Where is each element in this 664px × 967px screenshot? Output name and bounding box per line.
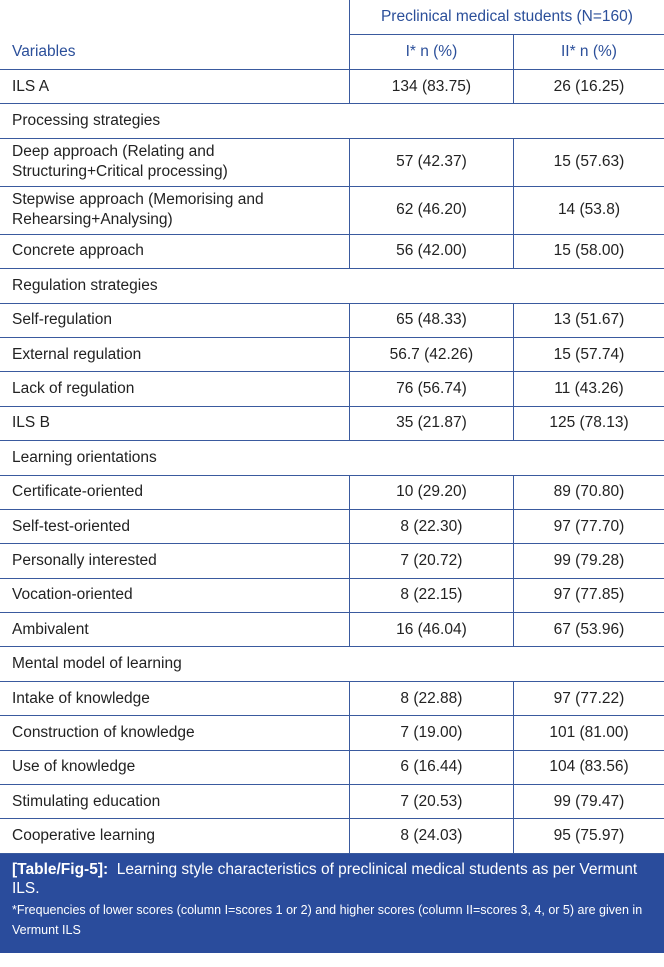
cell-col-i: 76 (56.74) — [348, 371, 514, 407]
table-row: Concrete approach 56 (42.00) 15 (58.00) — [0, 233, 664, 270]
table-row: Personally interested 7 (20.72) 99 (79.28) — [0, 543, 664, 579]
table-row: Deep approach (Relating and Structuring+… — [0, 137, 664, 187]
cell-col-ii: 97 (77.70) — [512, 508, 664, 545]
cell-col-ii: 125 (78.13) — [512, 405, 664, 442]
row-label: ILS A — [0, 68, 350, 105]
cell-col-ii: 11 (43.26) — [512, 371, 664, 407]
table-row: ILS B 35 (21.87) 125 (78.13) — [0, 405, 664, 442]
cell-col-ii: 67 (53.96) — [512, 612, 664, 648]
cell-col-i: 8 (22.15) — [348, 577, 514, 614]
cell-col-i: 35 (21.87) — [348, 405, 514, 442]
table-caption: [Table/Fig-5]: Learning style characteri… — [0, 853, 664, 953]
section-label: Processing strategies — [0, 103, 664, 139]
cell-col-i: 134 (83.75) — [348, 68, 514, 105]
section-label: Learning orientations — [0, 440, 664, 476]
cell-col-i: 6 (16.44) — [348, 749, 514, 786]
cell-col-ii: 14 (53.8) — [512, 185, 664, 235]
cell-col-ii: 99 (79.47) — [512, 784, 664, 820]
row-label: External regulation — [0, 336, 350, 373]
row-label: ILS B — [0, 405, 350, 442]
table-row: Construction of knowledge 7 (19.00) 101 (8… — [0, 715, 664, 751]
caption-text: Learning style characteristics of precli… — [12, 860, 638, 897]
header-col-ii: II* n (%) — [512, 34, 664, 70]
cell-col-i: 7 (19.00) — [348, 715, 514, 751]
table-row: Stepwise approach (Memorising and Rehear… — [0, 185, 664, 235]
cell-col-i: 56.7 (42.26) — [348, 336, 514, 373]
row-label: Vocation-oriented — [0, 577, 350, 614]
section-label: Mental model of learning — [0, 646, 664, 682]
cell-col-i: 7 (20.53) — [348, 784, 514, 820]
header-variables: Variables — [0, 0, 350, 70]
cell-col-i: 8 (24.03) — [348, 818, 514, 854]
cell-col-i: 7 (20.72) — [348, 543, 514, 579]
cell-col-i: 8 (22.30) — [348, 508, 514, 545]
row-label: Personally interested — [0, 543, 350, 579]
table-row: Lack of regulation 76 (56.74) 11 (43.26) — [0, 371, 664, 407]
section-row: Processing strategies — [0, 103, 664, 139]
cell-col-ii: 15 (58.00) — [512, 233, 664, 270]
table-row: Cooperative learning 8 (24.03) 95 (75.97) — [0, 818, 664, 854]
row-label: Ambivalent — [0, 612, 350, 648]
table-row: External regulation 56.7 (42.26) 15 (57.74… — [0, 336, 664, 373]
cell-col-ii: 26 (16.25) — [512, 68, 664, 105]
table-row: Vocation-oriented 8 (22.15) 97 (77.85) — [0, 577, 664, 614]
row-label: Lack of regulation — [0, 371, 350, 407]
row-label: Self-regulation — [0, 302, 350, 338]
row-label: Intake of knowledge — [0, 680, 350, 717]
row-label: Use of knowledge — [0, 749, 350, 786]
row-label: Certificate-oriented — [0, 474, 350, 510]
cell-col-ii: 104 (83.56) — [512, 749, 664, 786]
cell-col-i: 16 (46.04) — [348, 612, 514, 648]
caption-label: [Table/Fig-5]: — [12, 860, 109, 878]
table-row: Stimulating education 7 (20.53) 99 (79.47) — [0, 784, 664, 820]
cell-col-ii: 97 (77.85) — [512, 577, 664, 614]
row-label: Construction of knowledge — [0, 715, 350, 751]
section-row: Regulation strategies — [0, 268, 664, 304]
section-row: Mental model of learning — [0, 646, 664, 682]
table-row: ILS A 134 (83.75) 26 (16.25) — [0, 68, 664, 105]
cell-col-ii: 89 (70.80) — [512, 474, 664, 510]
cell-col-i: 65 (48.33) — [348, 302, 514, 338]
cell-col-i: 62 (46.20) — [348, 185, 514, 235]
cell-col-ii: 97 (77.22) — [512, 680, 664, 717]
header-group: Preclinical medical students (N=160) — [348, 0, 664, 35]
cell-col-i: 10 (29.20) — [348, 474, 514, 510]
section-row: Learning orientations — [0, 440, 664, 476]
header-col-i: I* n (%) — [348, 34, 514, 70]
table-row: Ambivalent 16 (46.04) 67 (53.96) — [0, 612, 664, 648]
table-body: ILS A 134 (83.75) 26 (16.25) Processing str… — [0, 68, 664, 854]
table-row: Intake of knowledge 8 (22.88) 97 (77.22) — [0, 680, 664, 717]
cell-col-i: 8 (22.88) — [348, 680, 514, 717]
row-label: Self-test-oriented — [0, 508, 350, 545]
caption-note: *Frequencies of lower scores (column I=s… — [12, 902, 643, 937]
cell-col-ii: 15 (57.74) — [512, 336, 664, 373]
table-row: Self-test-oriented 8 (22.30) 97 (77.70) — [0, 508, 664, 545]
cell-col-ii: 13 (51.67) — [512, 302, 664, 338]
cell-col-ii: 15 (57.63) — [512, 137, 664, 187]
section-label: Regulation strategies — [0, 268, 664, 304]
cell-col-ii: 95 (75.97) — [512, 818, 664, 854]
table-row: Self-regulation 65 (48.33) 13 (51.67) — [0, 302, 664, 338]
cell-col-i: 56 (42.00) — [348, 233, 514, 270]
row-label: Cooperative learning — [0, 818, 350, 854]
row-label: Stimulating education — [0, 784, 350, 820]
cell-col-i: 57 (42.37) — [348, 137, 514, 187]
row-label: Stepwise approach (Memorising and Rehear… — [0, 185, 350, 235]
table-row: Certificate-oriented 10 (29.20) 89 (70.80) — [0, 474, 664, 510]
learning-style-table: Variables Preclinical medical students (… — [0, 0, 664, 854]
table-row: Use of knowledge 6 (16.44) 104 (83.56) — [0, 749, 664, 786]
cell-col-ii: 101 (81.00) — [512, 715, 664, 751]
cell-col-ii: 99 (79.28) — [512, 543, 664, 579]
row-label: Deep approach (Relating and Structuring+… — [0, 137, 350, 187]
row-label: Concrete approach — [0, 233, 350, 270]
